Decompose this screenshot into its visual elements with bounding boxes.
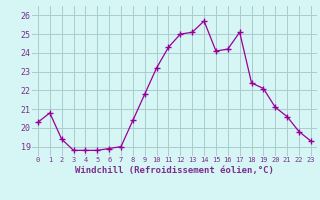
X-axis label: Windchill (Refroidissement éolien,°C): Windchill (Refroidissement éolien,°C) xyxy=(75,166,274,175)
